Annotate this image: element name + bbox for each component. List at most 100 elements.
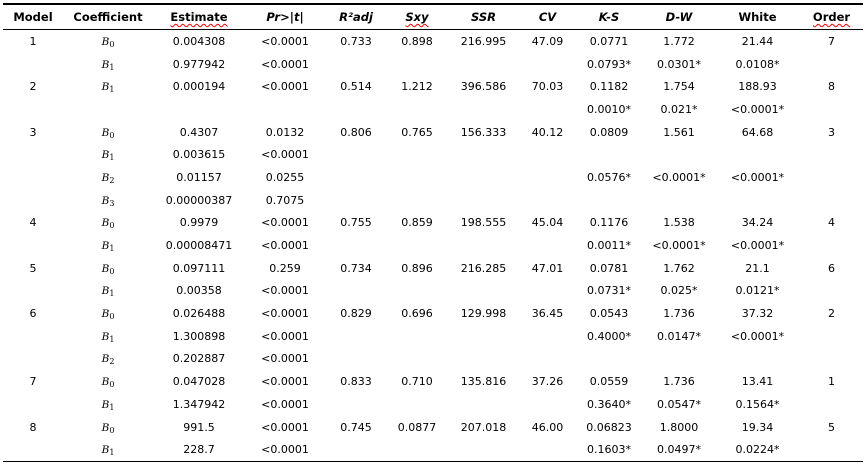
sxy-cell — [387, 189, 447, 212]
coefficient-cell: B1 — [63, 143, 153, 166]
r2adj-cell — [325, 53, 387, 76]
sxy-cell: 0.696 — [401, 307, 433, 321]
ks-cell: 0.1603* — [587, 443, 631, 457]
coefficient-cell: B2 — [63, 348, 153, 371]
pr-cell: <0.0001 — [261, 443, 309, 457]
coefficient-symbol: B1 — [101, 285, 115, 299]
table-row: B3 0.00000387 0.7075 — [3, 189, 863, 212]
table-row: B1 0.00008471 <0.0001 0.0011* <0.0001* <0.000… — [3, 234, 863, 257]
pr-cell: <0.0001 — [261, 57, 309, 71]
pr-cell: <0.0001 — [261, 239, 309, 253]
coefficient-cell: B0 — [63, 370, 153, 393]
ks-cell: 0.06823 — [586, 420, 632, 434]
pr-cell: <0.0001 — [261, 352, 309, 366]
cv-cell — [520, 234, 575, 257]
column-header-cv: CV — [520, 4, 575, 30]
sxy-cell: 0.898 — [401, 34, 433, 48]
cv-cell: 45.04 — [531, 216, 564, 230]
estimate-cell: 1.300898 — [172, 329, 226, 343]
order-cell — [800, 166, 863, 189]
model-cell: 5 — [29, 261, 37, 275]
pr-cell: <0.0001 — [261, 80, 309, 94]
order-cell: 7 — [828, 34, 835, 48]
white-cell: 19.34 — [741, 420, 774, 434]
model-cell — [3, 98, 63, 121]
dw-cell: 0.0497* — [657, 443, 701, 457]
white-cell: 64.68 — [741, 125, 774, 139]
sxy-cell — [387, 98, 447, 121]
ks-cell: 0.0809 — [589, 125, 629, 139]
coefficient-cell: B1 — [63, 438, 153, 461]
coefficient-symbol: B1 — [101, 444, 115, 458]
white-cell: 34.24 — [741, 216, 774, 230]
sxy-cell: 0.765 — [401, 125, 433, 139]
r2adj-cell: 0.829 — [340, 307, 372, 321]
ssr-cell: 396.586 — [460, 80, 507, 94]
order-cell — [800, 438, 863, 461]
table-row: 5 B0 0.097111 0.259 0.734 0.896 216.285 47.01 0.… — [3, 257, 863, 280]
ssr-cell: 156.333 — [460, 125, 507, 139]
ks-cell — [575, 348, 643, 371]
dw-cell: <0.0001* — [652, 170, 706, 184]
white-cell: 21.1 — [745, 261, 770, 275]
cv-cell: 36.45 — [531, 307, 564, 321]
cv-cell: 47.09 — [531, 34, 564, 48]
sxy-cell — [387, 53, 447, 76]
white-cell — [715, 348, 800, 371]
dw-cell: 0.0147* — [657, 329, 701, 343]
dw-cell: 0.0547* — [657, 397, 701, 411]
sxy-cell — [387, 234, 447, 257]
r2adj-cell: 0.745 — [340, 420, 372, 434]
pr-cell — [245, 98, 325, 121]
r2adj-cell — [325, 234, 387, 257]
dw-cell: 1.8000 — [659, 420, 699, 434]
model-cell — [3, 438, 63, 461]
pr-cell: <0.0001 — [261, 284, 309, 298]
table-row: B1 228.7 <0.0001 0.1603* 0.0497* 0.0224* — [3, 438, 863, 461]
white-cell: <0.0001* — [730, 170, 785, 184]
white-cell: 0.0108* — [735, 57, 780, 71]
r2adj-cell — [325, 280, 387, 303]
order-cell: 2 — [828, 307, 835, 321]
ssr-cell — [447, 98, 520, 121]
cv-cell — [520, 98, 575, 121]
coefficient-symbol: B0 — [101, 421, 115, 435]
estimate-cell: 0.000194 — [172, 80, 226, 94]
white-cell — [715, 143, 800, 166]
r2adj-cell — [325, 166, 387, 189]
sxy-cell — [387, 280, 447, 303]
order-cell: 3 — [828, 125, 835, 139]
estimate-cell: 991.5 — [183, 420, 215, 434]
model-cell: 2 — [29, 80, 37, 94]
r2adj-cell: 0.755 — [340, 216, 372, 230]
coefficient-symbol: B0 — [101, 35, 115, 49]
pr-cell: <0.0001 — [261, 420, 309, 434]
table-row: 6 B0 0.026488 <0.0001 0.829 0.696 129.998 36.45… — [3, 302, 863, 325]
coefficient-symbol: B1 — [101, 398, 115, 412]
cv-cell — [520, 189, 575, 212]
dw-cell — [643, 189, 715, 212]
order-cell — [800, 189, 863, 212]
model-cell: 1 — [29, 34, 37, 48]
coefficient-symbol: B1 — [101, 58, 115, 72]
coefficient-cell: B1 — [63, 53, 153, 76]
order-cell: 1 — [828, 375, 835, 389]
r2adj-cell — [325, 393, 387, 416]
sxy-cell — [387, 325, 447, 348]
order-cell: 4 — [828, 216, 835, 230]
ks-cell: 0.0731* — [587, 284, 631, 298]
dw-cell: <0.0001* — [652, 239, 706, 253]
r2adj-cell: 0.833 — [340, 375, 372, 389]
ks-cell — [575, 143, 643, 166]
column-header-white: White — [715, 4, 800, 30]
estimate-cell: 0.4307 — [179, 125, 219, 139]
cv-cell: 37.26 — [531, 375, 564, 389]
order-cell — [800, 348, 863, 371]
column-header-pr-t: Pr>|t| — [245, 4, 325, 30]
estimate-cell: 0.047028 — [172, 375, 226, 389]
sxy-cell: 0.896 — [401, 261, 433, 275]
ks-cell: 0.1182 — [589, 80, 629, 94]
model-cell — [3, 325, 63, 348]
sxy-cell — [387, 166, 447, 189]
white-cell: 0.0121* — [735, 284, 780, 298]
